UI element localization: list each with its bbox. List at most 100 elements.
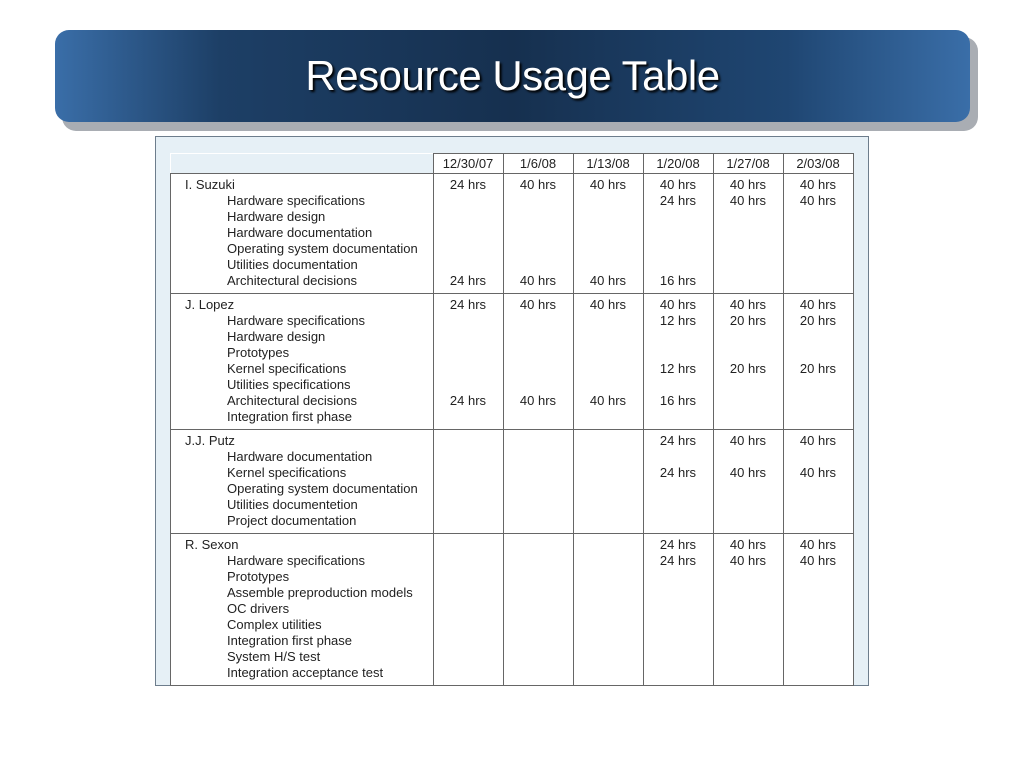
hours-value: [714, 617, 783, 633]
hours-value: 40 hrs: [729, 193, 767, 208]
hours-cell: 40 hrs 40 hrs: [712, 173, 784, 294]
hours-cell: 40 hrs 24 hrs 16 hrs: [642, 173, 714, 294]
hours-value: [434, 313, 503, 329]
hours-value: [784, 345, 853, 361]
hours-value: [784, 225, 853, 241]
hours-value: 40 hrs: [729, 177, 767, 192]
hours-value: 40 hrs: [519, 177, 557, 192]
task-label: Hardware specifications: [227, 193, 366, 208]
task-labels-cell: I. Suzuki Hardware specifications Hardware…: [170, 173, 434, 294]
hours-value: 24 hrs: [449, 297, 487, 312]
hours-value: [644, 257, 713, 273]
hours-value: [644, 409, 713, 425]
hours-value: [574, 225, 643, 241]
hours-value: [714, 665, 783, 681]
task-label: Hardware documentation: [227, 225, 373, 240]
hours-value: [714, 273, 783, 289]
task-label: Prototypes: [227, 345, 290, 360]
hours-value: [784, 665, 853, 681]
hours-value: [784, 273, 853, 289]
hours-value: 40 hrs: [799, 465, 837, 480]
hours-value: 24 hrs: [659, 193, 697, 208]
hours-value: [574, 409, 643, 425]
hours-cell: 40 hrs 40 hrs: [712, 533, 784, 686]
hours-value: [504, 633, 573, 649]
hours-value: [434, 537, 503, 553]
hours-value: 40 hrs: [799, 193, 837, 208]
hours-value: [714, 257, 783, 273]
hours-value: [574, 537, 643, 553]
hours-value: [644, 585, 713, 601]
hours-value: [434, 225, 503, 241]
hours-value: [434, 345, 503, 361]
task-label: Architectural decisions: [227, 393, 358, 408]
hours-value: [784, 409, 853, 425]
hours-value: [714, 633, 783, 649]
hours-value: [574, 345, 643, 361]
hours-value: [434, 465, 503, 481]
hours-value: [504, 449, 573, 465]
hours-value: [434, 449, 503, 465]
hours-value: [434, 497, 503, 513]
task-label: OC drivers: [227, 601, 290, 616]
hours-value: [504, 665, 573, 681]
hours-value: [574, 665, 643, 681]
hours-cell: [502, 533, 574, 686]
hours-value: [574, 497, 643, 513]
hours-value: [574, 465, 643, 481]
hours-value: [434, 569, 503, 585]
column-header: 1/20/08: [642, 153, 714, 174]
person-group-row: R. Sexon Hardware specifications Prototype…: [170, 533, 854, 686]
hours-value: [784, 241, 853, 257]
hours-value: 24 hrs: [659, 537, 697, 552]
hours-value: [434, 209, 503, 225]
hours-cell: 40 hrs 20 hrs 20 hrs: [782, 293, 854, 430]
hours-value: [714, 569, 783, 585]
hours-value: [574, 585, 643, 601]
hours-value: [504, 241, 573, 257]
hours-value: [434, 553, 503, 569]
hours-value: [644, 513, 713, 529]
hours-value: [504, 497, 573, 513]
task-label: Utilities documentetion: [227, 497, 358, 512]
hours-value: [714, 241, 783, 257]
hours-value: [784, 649, 853, 665]
hours-value: 24 hrs: [659, 433, 697, 448]
hours-cell: 40 hrs 40 hrs: [502, 173, 574, 294]
task-label: Complex utilities: [227, 617, 322, 632]
hours-value: [504, 537, 573, 553]
task-labels-cell: J. Lopez Hardware specifications Hardware …: [170, 293, 434, 430]
hours-value: 24 hrs: [449, 273, 487, 288]
task-label: Utilities documentation: [227, 257, 358, 272]
task-label: Hardware design: [227, 329, 326, 344]
hours-value: [434, 585, 503, 601]
hours-cell: 40 hrs 40 hrs: [502, 293, 574, 430]
hours-value: [714, 585, 783, 601]
task-label: Integration first phase: [227, 409, 353, 424]
hours-value: 40 hrs: [729, 465, 767, 480]
hours-value: [504, 585, 573, 601]
hours-value: 20 hrs: [799, 361, 837, 376]
hours-value: 40 hrs: [519, 297, 557, 312]
hours-value: [504, 569, 573, 585]
column-header: 2/03/08: [782, 153, 854, 174]
hours-value: [644, 649, 713, 665]
hours-value: [644, 241, 713, 257]
hours-value: [504, 433, 573, 449]
header-blank: [170, 153, 434, 174]
hours-value: 40 hrs: [799, 553, 837, 568]
person-name: J. Lopez: [185, 297, 235, 312]
task-label: Hardware documentation: [227, 449, 373, 464]
hours-value: [574, 193, 643, 209]
hours-value: [574, 601, 643, 617]
hours-value: [714, 393, 783, 409]
task-label: Operating system documentation: [227, 481, 418, 496]
hours-value: [714, 649, 783, 665]
hours-value: 40 hrs: [729, 433, 767, 448]
column-header: 1/6/08: [502, 153, 574, 174]
task-label: Hardware specifications: [227, 553, 366, 568]
hours-value: [714, 513, 783, 529]
person-name: R. Sexon: [185, 537, 239, 552]
hours-value: [574, 209, 643, 225]
hours-value: [504, 617, 573, 633]
